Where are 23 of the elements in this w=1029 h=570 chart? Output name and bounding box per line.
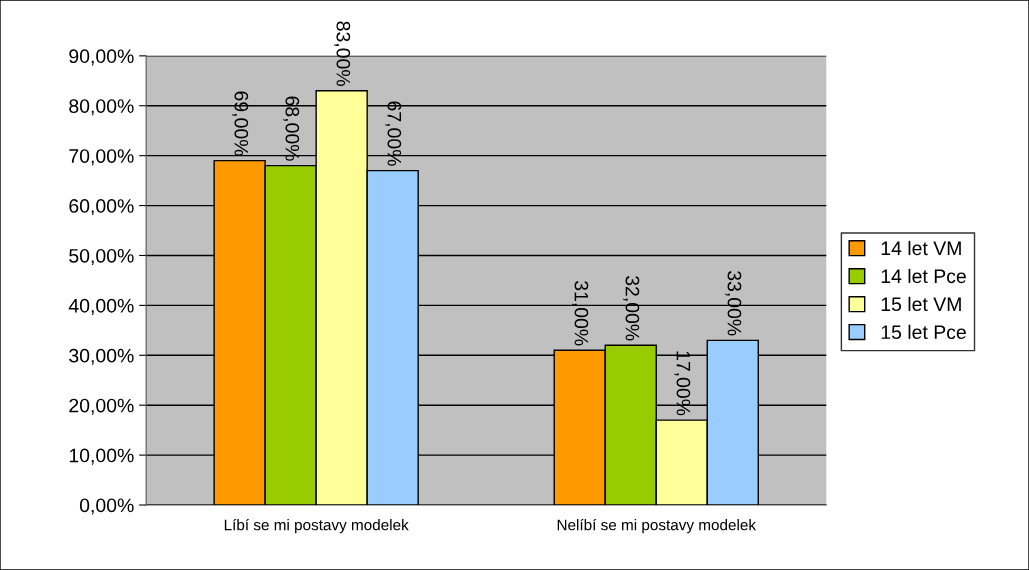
legend-label: 15 let VM — [881, 296, 961, 312]
y-tick-label: 90,00% — [69, 49, 134, 66]
y-tick-label: 80,00% — [69, 99, 134, 116]
x-tick-label: Nelíbí se mi postavy modelek — [557, 518, 757, 534]
y-tick-label: 50,00% — [69, 248, 134, 266]
legend-label: 15 let Pce — [881, 324, 966, 340]
y-tick-label: 60,00% — [69, 199, 134, 216]
y-tick-label: 40,00% — [68, 298, 134, 315]
y-tick-label: 20,00% — [69, 398, 134, 415]
data-label: 33,00% — [725, 270, 742, 336]
y-tick-label: 70,00% — [69, 149, 134, 166]
data-label: 69,00% — [232, 91, 249, 156]
y-tick-label: 0,00% — [79, 498, 134, 515]
y-tick-label: 10,00% — [69, 448, 134, 465]
x-tick-label: Líbí se mi postavy modelek — [224, 518, 409, 534]
legend-label: 14 let Pce — [881, 268, 966, 284]
data-label: 67,00% — [385, 101, 402, 166]
data-label: 83,00% — [334, 21, 351, 86]
data-label: 32,00% — [623, 275, 640, 341]
y-tick-label: 30,00% — [69, 348, 134, 365]
data-label: 31,00% — [572, 280, 589, 346]
data-label: 68,00% — [283, 96, 300, 161]
legend-label: 14 let VM — [881, 240, 961, 256]
